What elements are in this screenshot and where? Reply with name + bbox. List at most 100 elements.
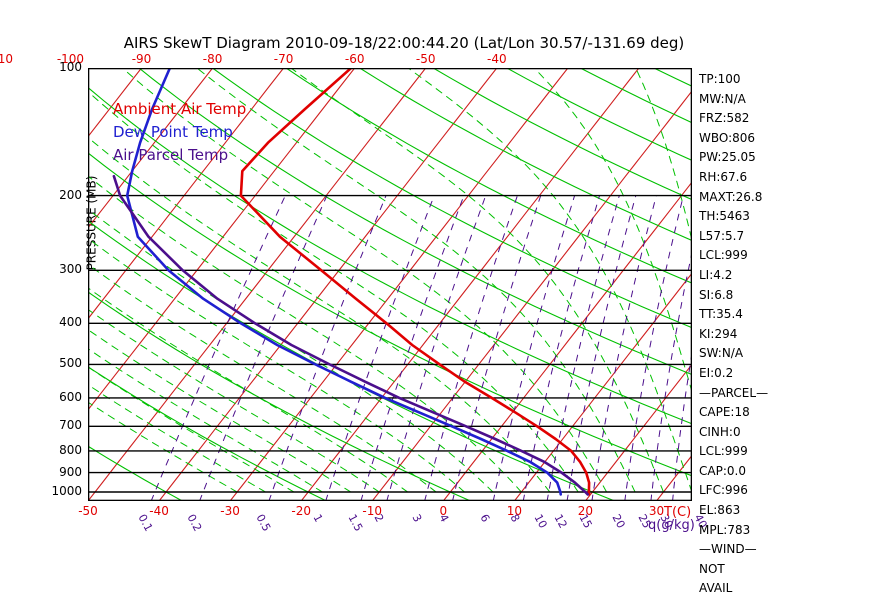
parameter-wind-2: AVAIL [699, 581, 733, 596]
moist-adiabat-line [88, 175, 522, 493]
moist-adiabat-line [88, 287, 409, 493]
parameter-tt: TT:35.4 [699, 307, 743, 322]
pressure-tick: 900 [59, 464, 82, 479]
isotherm-line [300, 68, 640, 501]
parameter-th: TH:5463 [699, 209, 750, 224]
parameter-rh: RH:67.6 [699, 169, 748, 184]
dry-adiabat-line [359, 68, 692, 242]
mixing-ratio-line [452, 195, 542, 501]
temperature-axis-unit-label: T(C) [664, 505, 692, 520]
parameter-el: EL:863 [699, 503, 741, 518]
mixing-ratio-line [325, 195, 435, 501]
pressure-tick: 1000 [51, 484, 82, 498]
dry-adiabat-line [432, 68, 692, 201]
parameter-l57: L57:5.7 [699, 228, 745, 243]
moist-adiabat-line [290, 68, 664, 493]
mixing-ratio-line [650, 250, 692, 501]
legend-dew-point-temp: Dew Point Temp [113, 123, 233, 141]
legend-air-parcel-temp: Air Parcel Temp [113, 146, 229, 164]
mixing-ratio-axis-unit-label: q(g/kg) [648, 518, 695, 533]
mixing-ratio-line [150, 195, 286, 501]
moist-adiabat-line [88, 263, 437, 493]
dry-adiabat-line [88, 152, 692, 477]
dry-adiabat-line [88, 366, 328, 501]
skewt-plot-svg [88, 68, 692, 501]
top-temperature-tick: -70 [273, 52, 294, 66]
dry-adiabat-line [211, 68, 692, 329]
mixing-ratio-tick: 0.5 [253, 512, 274, 534]
pressure-tick: 600 [59, 389, 82, 404]
profile-ambient-air-temp [239, 68, 591, 496]
plot-frame [88, 68, 692, 501]
isotherm-line [88, 68, 214, 229]
parameter-si: SI:6.8 [699, 287, 734, 302]
moist-adiabat-line [88, 329, 352, 493]
mixing-ratio-line [591, 195, 657, 501]
moist-adiabat-line [88, 348, 323, 493]
isotherm-line [371, 90, 692, 501]
isotherm-line [88, 68, 427, 501]
mixing-ratio-line [386, 195, 487, 501]
moist-adiabat-line [196, 68, 636, 493]
parameter-ki: KI:294 [699, 326, 738, 341]
parameter-mw: MW:N/A [699, 91, 746, 106]
moist-adiabat-line [88, 91, 579, 493]
dry-adiabat-line [579, 68, 692, 124]
parameter-wind-header: —WIND— [699, 542, 757, 557]
parameter-maxt: MAXT:26.8 [699, 189, 763, 204]
moist-adiabat-line [88, 308, 380, 493]
moist-adiabat-line [407, 68, 692, 493]
parameter-lcl: LCL:999 [699, 444, 748, 459]
parameter-cinh: CINH:0 [699, 424, 741, 439]
mixing-ratio-line [566, 195, 637, 501]
page-title: AIRS SkewT Diagram 2010-09-18/22:00:44.2… [123, 34, 685, 52]
pressure-tick: 500 [59, 356, 82, 371]
top-temperature-tick: -80 [202, 52, 223, 66]
parameter-parcel-header: —PARCEL— [699, 385, 769, 400]
top-temperature-tick: -50 [415, 52, 436, 66]
parameter-li: LI:4.2 [699, 267, 733, 282]
isotherm-line [442, 181, 692, 501]
mixing-ratio-line [268, 195, 387, 501]
bottom-temperature-tick: -30 [220, 504, 240, 518]
mixing-ratio-tick: 3 [409, 512, 424, 525]
pressure-tick: 400 [59, 315, 82, 330]
isotherm-line [584, 363, 692, 501]
skewt-diagram-page: AIRS SkewT Diagram 2010-09-18/22:00:44.2… [0, 34, 768, 595]
moist-adiabat-line [121, 68, 608, 493]
pressure-tick: 300 [59, 262, 82, 277]
isotherm-line [513, 272, 692, 501]
parameter-cap: CAP:0.0 [699, 463, 746, 478]
bottom-temperature-tick: 0 [439, 504, 448, 518]
profile-dew-point-temp [125, 68, 562, 496]
parameter-mpl: MPL:783 [699, 522, 751, 537]
bottom-temperature-tick: 30 [648, 504, 665, 518]
sounding-parameters-panel: TP:100 MW:N/A FRZ:582 WBO:806 PW:25.05 RH:67.… [699, 70, 864, 599]
top-temperature-tick: -100 [56, 52, 85, 66]
pressure-tick: 800 [59, 442, 82, 457]
bottom-temperature-tick: 20 [577, 504, 594, 518]
bottom-temperature-tick: -20 [291, 504, 311, 518]
dry-adiabat-line [88, 86, 692, 425]
parameter-frz: FRZ:582 [699, 111, 750, 126]
bottom-temperature-tick: -10 [362, 504, 383, 518]
dry-adiabat-line [88, 291, 472, 501]
bottom-temperature-tick: -50 [78, 504, 98, 518]
isotherm-line [229, 68, 569, 501]
pressure-tick: 100 [59, 60, 82, 74]
mixing-ratio-line [492, 195, 576, 501]
top-temperature-tick: -90 [131, 52, 152, 66]
pressure-tick: 200 [59, 187, 82, 202]
moist-adiabat-line [533, 68, 692, 394]
parameter-tp: TP:100 [699, 72, 741, 86]
mixing-ratio-line [522, 195, 600, 501]
top-temperature-tick: -40 [486, 52, 507, 66]
dry-adiabat-line [653, 68, 692, 87]
dry-adiabat-line [138, 68, 692, 376]
dry-adiabat-line [506, 68, 692, 161]
mixing-ratio-line [672, 349, 692, 501]
dry-adiabat-line [88, 220, 616, 501]
pressure-tick: 700 [59, 418, 82, 433]
plot-area [88, 68, 692, 501]
top-temperature-tick: -60 [344, 52, 365, 66]
